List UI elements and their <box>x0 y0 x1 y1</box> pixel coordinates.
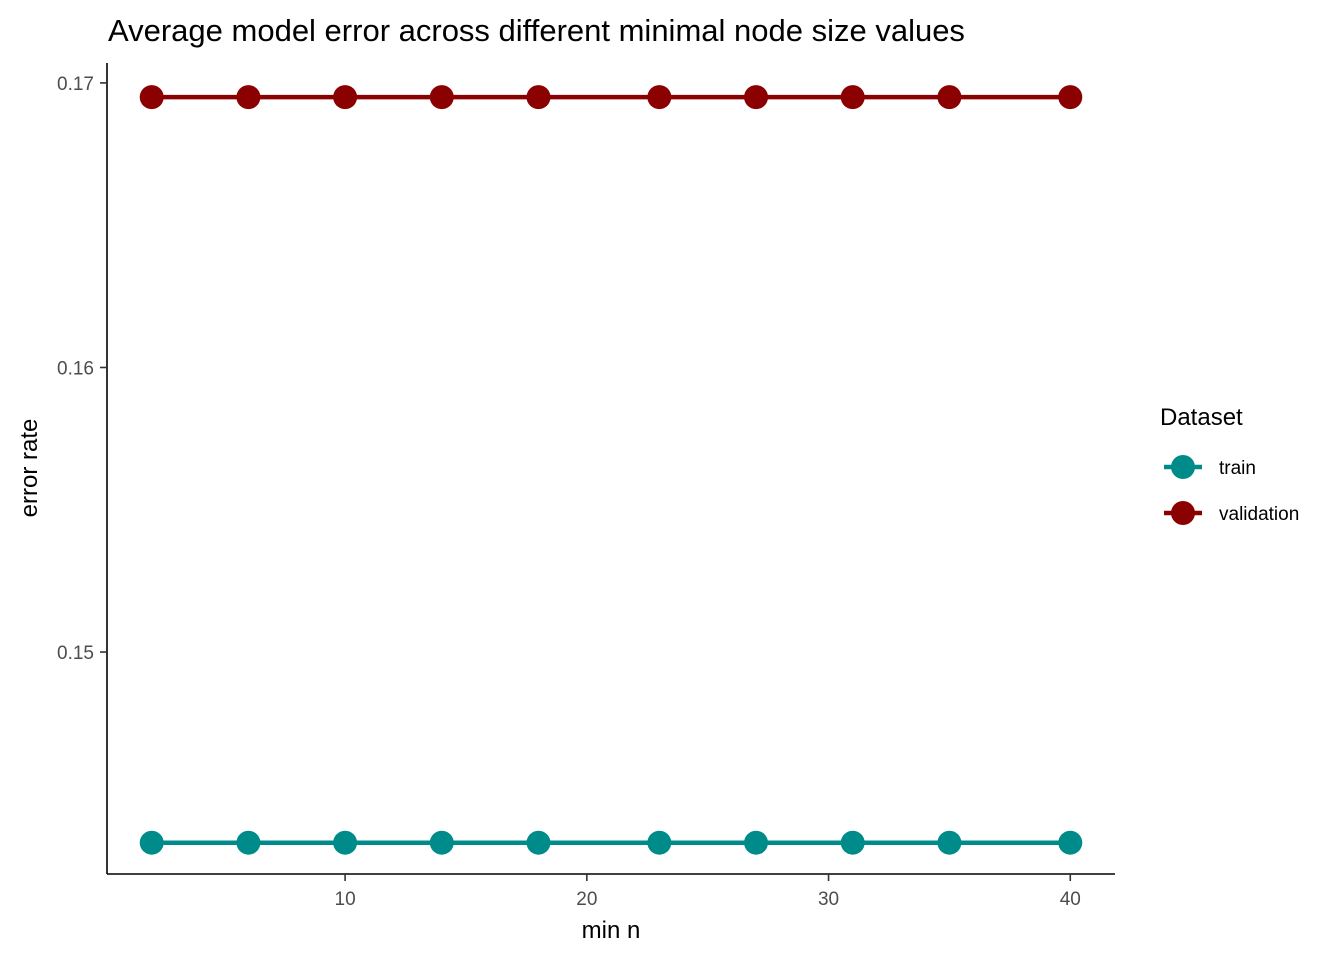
data-point-train <box>429 830 454 855</box>
data-point-validation <box>333 85 358 110</box>
legend: Dataset train validation <box>1160 404 1299 525</box>
chart-title: Average model error across different min… <box>108 13 965 48</box>
series-validation <box>139 85 1083 110</box>
series-train <box>139 830 1083 855</box>
y-tick-label: 0.16 <box>57 358 94 379</box>
x-axis-title: min n <box>582 917 641 944</box>
data-point-train <box>1058 830 1083 855</box>
x-tick-label: 10 <box>335 889 356 910</box>
data-point-train <box>139 830 164 855</box>
x-tick-label: 30 <box>818 889 839 910</box>
tick-layer: 0.15 0.16 0.17 10 20 30 40 <box>57 74 1081 910</box>
data-point-validation <box>937 85 962 110</box>
data-point-train <box>937 830 962 855</box>
x-tick-label: 20 <box>576 889 597 910</box>
legend-items: train validation <box>1164 455 1299 525</box>
data-point-validation <box>526 85 551 110</box>
data-point-validation <box>744 85 769 110</box>
y-tick-label: 0.15 <box>57 643 94 664</box>
data-point-validation <box>1058 85 1083 110</box>
data-point-train <box>526 830 551 855</box>
data-point-validation <box>139 85 164 110</box>
data-point-validation <box>429 85 454 110</box>
legend-key-point <box>1171 501 1195 525</box>
data-point-train <box>840 830 865 855</box>
y-tick-label: 0.17 <box>57 74 94 95</box>
legend-item-validation: validation <box>1164 501 1299 525</box>
data-point-train <box>236 830 261 855</box>
data-point-train <box>744 830 769 855</box>
series-layer <box>139 85 1083 855</box>
legend-label: train <box>1219 458 1256 479</box>
y-axis-title: error rate <box>16 419 43 518</box>
legend-title: Dataset <box>1160 404 1243 431</box>
x-tick-label: 40 <box>1060 889 1081 910</box>
data-point-validation <box>647 85 672 110</box>
plot-area: 0.15 0.16 0.17 10 20 30 40 <box>57 63 1115 910</box>
legend-label: validation <box>1219 504 1299 525</box>
data-point-train <box>333 830 358 855</box>
legend-key-point <box>1171 455 1195 479</box>
data-point-validation <box>840 85 865 110</box>
data-point-train <box>647 830 672 855</box>
legend-item-train: train <box>1164 455 1256 479</box>
data-point-validation <box>236 85 261 110</box>
